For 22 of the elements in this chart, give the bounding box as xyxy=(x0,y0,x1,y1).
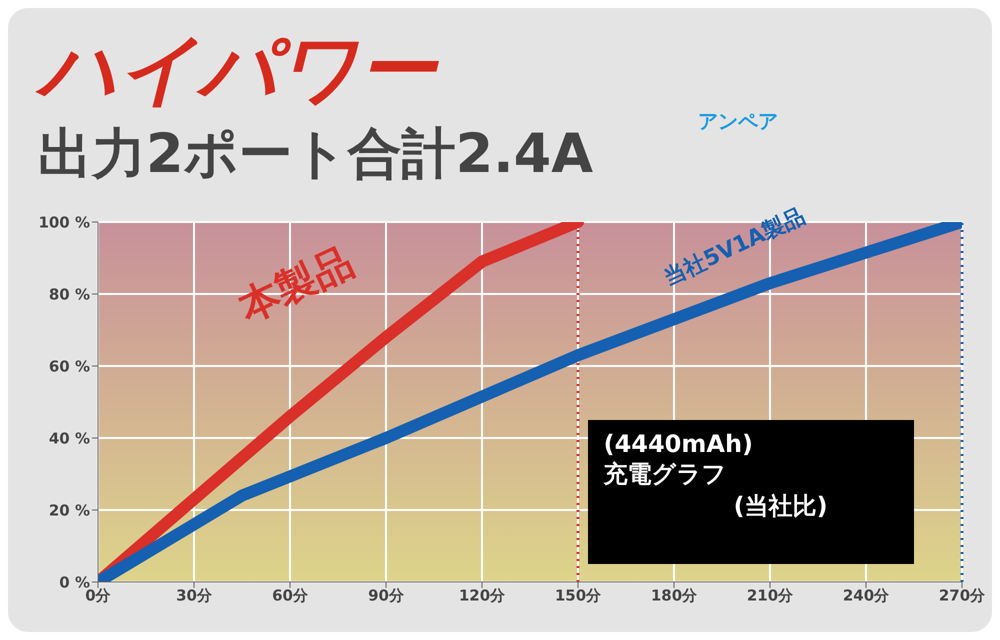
y-tick-label: 100 % xyxy=(38,213,90,232)
x-tick-label: 30分 xyxy=(176,586,213,605)
x-tick-label: 60分 xyxy=(272,586,309,605)
x-tick-label: 150分 xyxy=(554,586,602,605)
x-tick-label: 90分 xyxy=(368,586,405,605)
x-tick-label: 240分 xyxy=(842,586,890,605)
text: アンペア xyxy=(698,108,778,135)
x-tick-label: 270分 xyxy=(938,586,986,605)
y-tick-label: 60 % xyxy=(48,357,90,376)
x-tick-label: 120分 xyxy=(458,586,506,605)
annotation: (4440mAh) xyxy=(604,430,754,458)
y-tick-label: 80 % xyxy=(48,285,90,304)
text: 本製品 xyxy=(231,238,362,334)
chart-subtitle: 出力2ポート合計2.4A xyxy=(38,121,594,187)
x-tick-label: 210分 xyxy=(746,586,794,605)
y-tick-label: 40 % xyxy=(48,429,90,448)
text-box: (4440mAh) 充電グラフ (当社比) xyxy=(588,420,914,564)
x-tick-label: 0分 xyxy=(85,586,112,605)
x-tick-label: 180分 xyxy=(650,586,698,605)
y-tick-label: 20 % xyxy=(48,501,90,520)
annotation: (当社比) xyxy=(734,491,829,522)
annotation: 充電グラフ xyxy=(604,459,728,490)
